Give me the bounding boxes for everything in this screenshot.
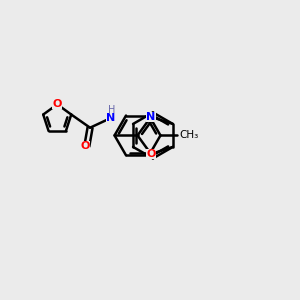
Text: N: N (146, 112, 156, 122)
Text: O: O (81, 141, 90, 151)
Text: H: H (108, 105, 116, 115)
Text: O: O (146, 149, 156, 159)
Text: N: N (106, 113, 116, 123)
Text: CH₃: CH₃ (179, 130, 198, 140)
Text: O: O (52, 99, 62, 110)
